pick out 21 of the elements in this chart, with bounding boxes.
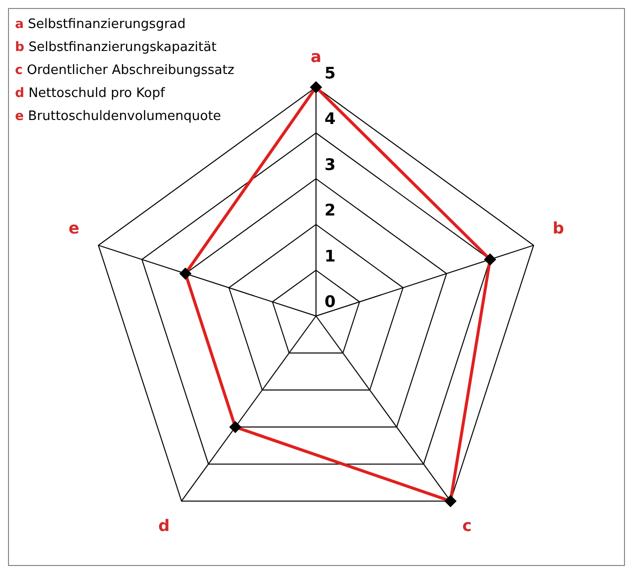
category-label: a [15,17,24,32]
y-tick-label: 1 [324,246,336,266]
spoke-label: a [310,46,322,66]
category-label: e [15,109,24,124]
category-label: b [15,40,24,55]
text: Bruttoschuldenvolumenquote [28,109,222,124]
text: Selbstfinanzierungskapazität [28,40,216,55]
spoke-label: d [158,516,170,536]
category-label: c [15,63,23,78]
y-tick-label: 2 [324,200,336,220]
spoke-label: b [552,218,564,238]
text: Ordentlicher Abschreibungssatz [26,63,234,78]
y-tick-label: 4 [324,109,336,128]
y-tick-label: 0 [324,292,336,312]
y-tick-label: 3 [324,154,336,174]
y-tick-label: 5 [324,63,336,82]
text: Nettoschuld pro Kopf [28,86,165,101]
spoke-label: c [462,516,472,536]
spoke-label: e [68,218,80,238]
text: Selbstfinanzierungsgrad [28,17,186,32]
category-label: d [15,86,24,101]
